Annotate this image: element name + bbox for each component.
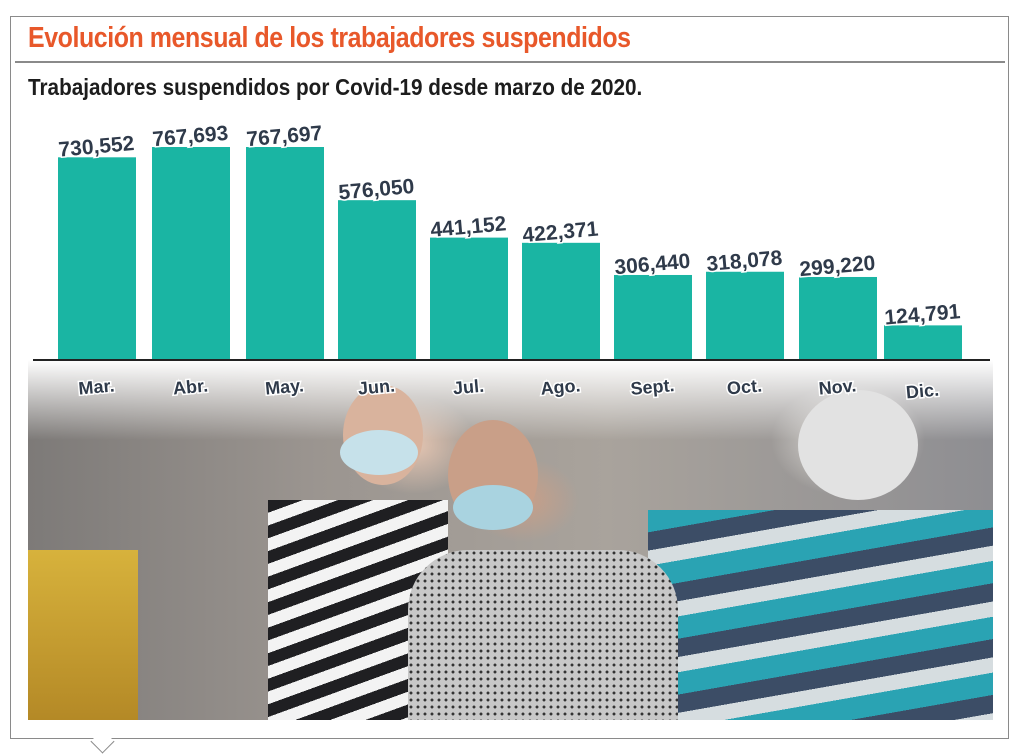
background-photo-crowd-with-masks — [28, 360, 993, 720]
month-label: Nov. — [818, 375, 857, 398]
month-label: Oct. — [726, 376, 763, 399]
bar-abr — [152, 147, 230, 359]
photo-mask — [798, 390, 918, 500]
month-label: Jun. — [357, 375, 396, 398]
bar-sept — [614, 274, 692, 359]
value-label: 767,693 — [152, 122, 230, 152]
month-label: Mar. — [78, 375, 116, 398]
chart-title: Evolución mensual de los trabajadores su… — [28, 22, 631, 54]
value-label: 767,697 — [246, 122, 324, 152]
value-label: 318,078 — [706, 246, 784, 276]
month-label: Dic. — [905, 380, 940, 403]
photo-patterned-blouse — [408, 550, 678, 720]
bar-ago — [522, 242, 600, 359]
value-label: 306,440 — [614, 250, 692, 280]
bar-oct — [706, 271, 784, 359]
value-label: 576,050 — [338, 175, 416, 205]
month-label: Jul. — [452, 376, 485, 399]
month-label: May. — [264, 375, 304, 398]
bar-jun — [338, 200, 416, 359]
bar-mar — [58, 157, 136, 359]
month-label: Sept. — [630, 375, 676, 399]
bar-jul — [430, 237, 508, 359]
title-divider — [15, 61, 1005, 63]
bar-may — [246, 147, 324, 359]
photo-mask — [453, 485, 533, 530]
chart-subtitle: Trabajadores suspendidos por Covid-19 de… — [28, 74, 643, 100]
value-label: 441,152 — [430, 212, 508, 242]
photo-mask — [340, 430, 418, 475]
month-label: Abr. — [172, 376, 209, 399]
value-label: 124,791 — [884, 300, 962, 330]
bar-dic — [884, 325, 962, 359]
bar-nov — [799, 276, 877, 359]
month-label: Ago. — [540, 375, 582, 398]
value-label: 422,371 — [522, 218, 600, 248]
value-label: 730,552 — [58, 132, 136, 162]
value-label: 299,220 — [799, 252, 877, 282]
